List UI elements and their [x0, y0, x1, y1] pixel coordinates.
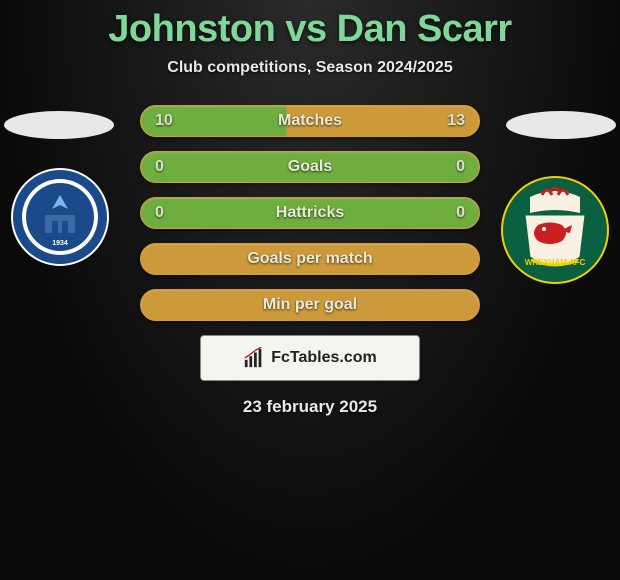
stats-bars: 10 Matches 13 0 Goals 0 0 Hattricks 0 Go… [140, 105, 480, 321]
stat-label: Hattricks [276, 204, 344, 222]
stat-label: Matches [278, 112, 342, 130]
stat-left-value: 0 [155, 158, 175, 176]
stat-label: Goals [288, 158, 332, 176]
stat-bar-matches: 10 Matches 13 [140, 105, 480, 137]
svg-text:1934: 1934 [52, 240, 68, 247]
stat-label: Goals per match [247, 250, 372, 268]
page-title: Johnston vs Dan Scarr [0, 0, 620, 51]
stat-label: Min per goal [263, 296, 357, 314]
club-badge-left: 1934 [10, 167, 110, 267]
comparison-date: 23 february 2025 [0, 397, 620, 417]
stat-right-value: 13 [445, 112, 465, 130]
site-logo-text: FcTables.com [271, 349, 377, 367]
subtitle: Club competitions, Season 2024/2025 [0, 59, 620, 77]
stat-left-value: 10 [155, 112, 175, 130]
peterborough-badge-icon: 1934 [10, 167, 110, 267]
stat-bar-hattricks: 0 Hattricks 0 [140, 197, 480, 229]
svg-text:WREXHAM AFC: WREXHAM AFC [525, 258, 586, 267]
stat-left-value: 0 [155, 204, 175, 222]
content-area: 1934 WREXHAM AFC 10 Matches 13 0 Goals 0 [0, 105, 620, 417]
stat-right-value: 0 [445, 158, 465, 176]
club-badge-right: WREXHAM AFC [500, 175, 610, 285]
wrexham-badge-icon: WREXHAM AFC [500, 175, 610, 285]
stat-right-value: 0 [445, 204, 465, 222]
chart-icon [243, 347, 265, 369]
site-logo-box[interactable]: FcTables.com [200, 335, 420, 381]
player-photo-placeholder-right [506, 111, 616, 139]
stat-bar-goals: 0 Goals 0 [140, 151, 480, 183]
stat-bar-goals-per-match: Goals per match [140, 243, 480, 275]
player-photo-placeholder-left [4, 111, 114, 139]
stat-bar-min-per-goal: Min per goal [140, 289, 480, 321]
